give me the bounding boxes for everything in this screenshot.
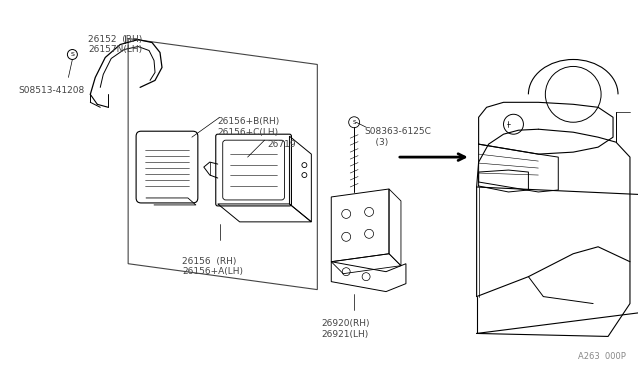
Text: S08513-41208: S08513-41208 (19, 86, 85, 95)
Text: S: S (353, 120, 356, 125)
Text: 26920(RH)
26921(LH): 26920(RH) 26921(LH) (321, 320, 370, 339)
Text: 26719: 26719 (268, 140, 296, 149)
Text: 26156  (RH)
26156+A(LH): 26156 (RH) 26156+A(LH) (182, 257, 243, 276)
Text: S08363-6125C
    (3): S08363-6125C (3) (364, 127, 431, 147)
Text: S: S (70, 52, 74, 57)
Text: 26156+B(RH)
26156+C(LH): 26156+B(RH) 26156+C(LH) (218, 117, 280, 137)
Text: A263  000P: A263 000P (578, 352, 626, 361)
Text: 26152  (RH)
26157N(LH): 26152 (RH) 26157N(LH) (88, 35, 143, 54)
